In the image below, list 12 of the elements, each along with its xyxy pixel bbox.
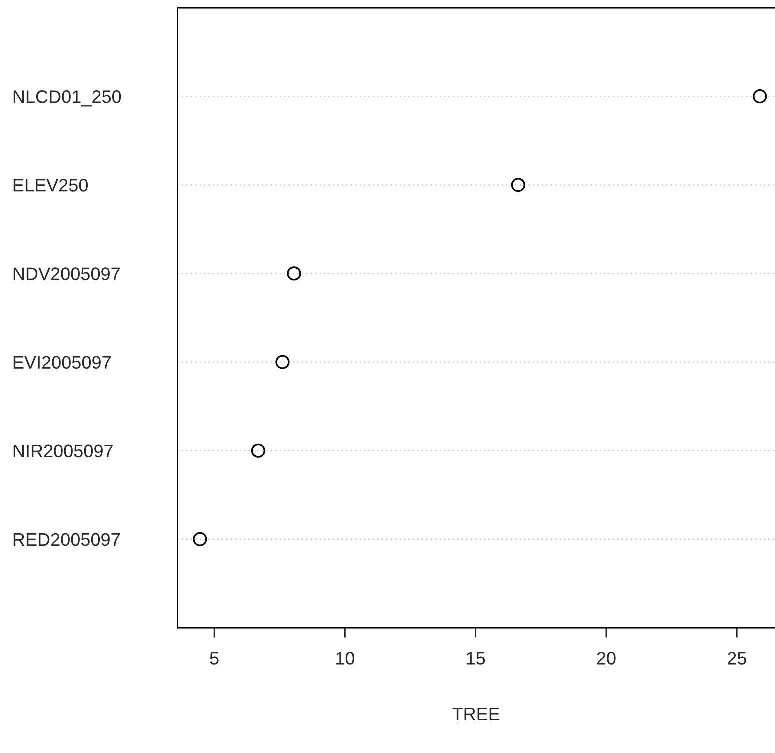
- x-tick-label: 25: [728, 652, 746, 665]
- y-tick-label: RED2005097: [14, 533, 120, 546]
- y-tick-label: NDV2005097: [14, 268, 120, 280]
- x-tick-label: 5: [210, 652, 219, 665]
- y-tick-label: EVI2005097: [14, 356, 111, 370]
- y-tick-label: NIR2005097: [14, 444, 113, 458]
- y-tick-label: ELEV250: [14, 179, 88, 192]
- x-tick-label: 15: [467, 652, 486, 665]
- x-tick-label: 20: [597, 652, 616, 665]
- x-tick-label: 10: [336, 652, 355, 665]
- x-axis-title: TREE: [452, 708, 500, 720]
- y-tick-label: NLCD01_250: [14, 90, 122, 107]
